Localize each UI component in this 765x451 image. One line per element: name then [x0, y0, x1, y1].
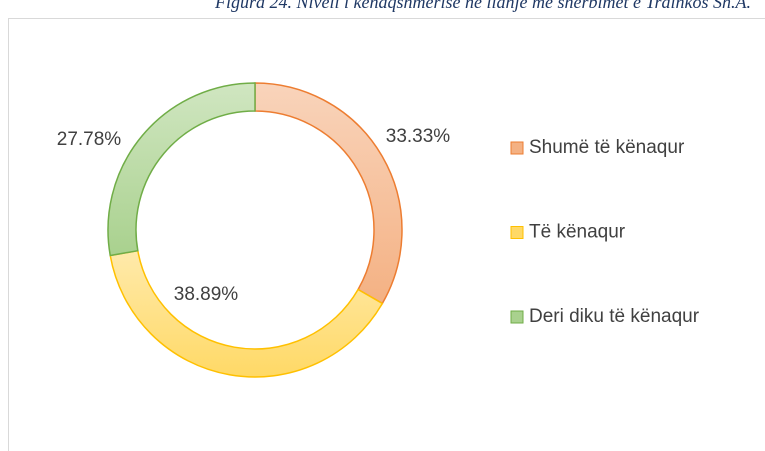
data-label: 33.33%	[386, 126, 451, 147]
legend-swatch	[510, 310, 524, 324]
chart-frame	[8, 18, 765, 451]
legend-label: Të kënaqur	[529, 222, 626, 243]
chart-title: Figura 24. Niveli i kënaqshmërisë në lid…	[214, 0, 751, 12]
donut-segment	[107, 82, 256, 257]
legend-label: Deri diku të kënaqur	[529, 306, 700, 327]
data-label: 38.89%	[174, 284, 239, 305]
donut-segment	[254, 82, 403, 305]
legend-swatch	[510, 226, 524, 239]
legend-label: Shumë të kënaqur	[529, 137, 685, 158]
data-label: 27.78%	[57, 129, 122, 150]
legend-swatch	[510, 141, 524, 155]
donut-segment	[109, 249, 384, 378]
